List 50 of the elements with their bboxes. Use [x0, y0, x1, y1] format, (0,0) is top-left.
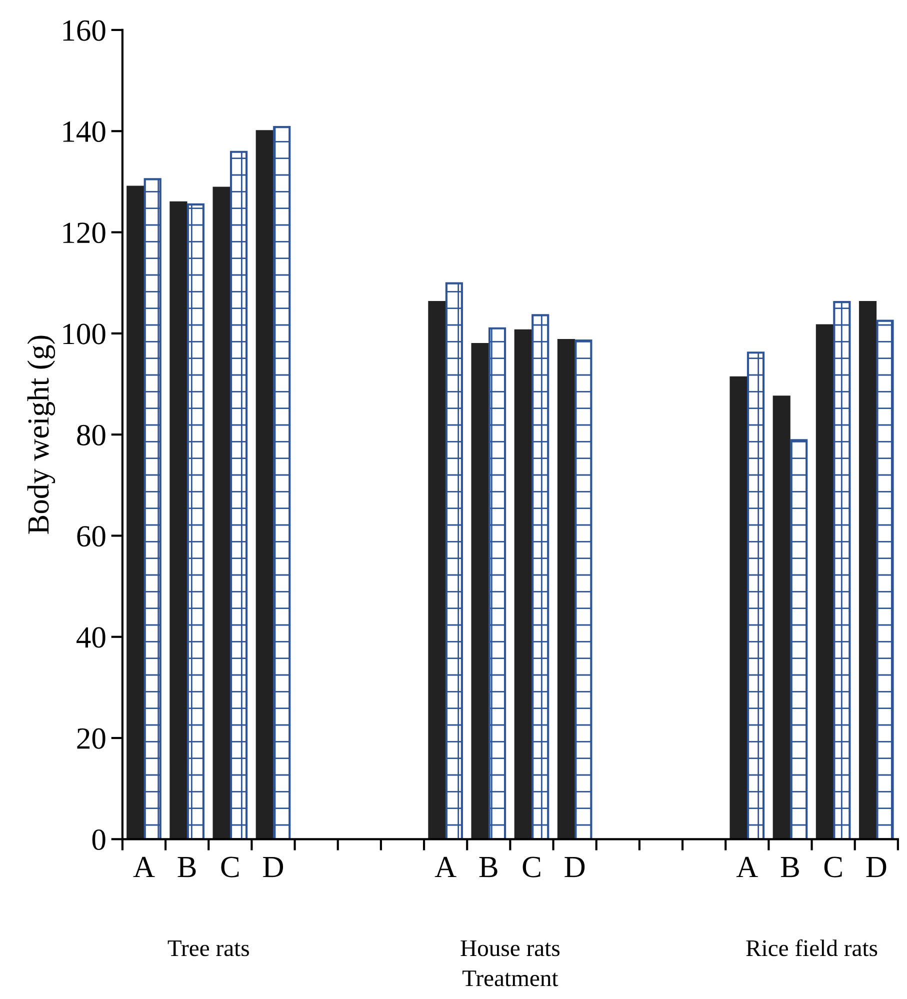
x-tick-label: C: [522, 856, 540, 878]
x-tick-label: C: [824, 856, 842, 878]
bar: [471, 342, 489, 840]
y-tick-label: 120: [63, 222, 106, 244]
text: House rats: [460, 940, 560, 956]
y-tick-label: 160: [63, 20, 106, 41]
bar: [144, 178, 162, 840]
bar: [186, 203, 204, 840]
bar: [746, 352, 765, 840]
bar: [574, 339, 592, 840]
y-axis-title: Body weight (g): [27, 336, 56, 534]
y-tick-label: 60: [77, 526, 106, 547]
y-tick-label: 0: [92, 829, 106, 850]
x-tick-label: C: [221, 856, 239, 878]
bar: [212, 186, 230, 840]
bar: [532, 314, 550, 840]
text: Tree rats: [168, 940, 249, 956]
x-tick-label: D: [866, 857, 886, 878]
bar: [730, 376, 748, 840]
y-tick-label: 40: [76, 627, 106, 648]
y-tick-label: 100: [63, 324, 106, 344]
bar: [126, 186, 144, 840]
x-axis-title: Treatment: [462, 970, 558, 986]
bar: [514, 329, 532, 840]
bar: [273, 126, 291, 840]
y-tick-label: 80: [77, 424, 106, 446]
x-tick-label: B: [479, 857, 498, 878]
bar: [876, 320, 894, 840]
bar: [858, 301, 877, 840]
bar: [833, 301, 851, 840]
bar: [230, 150, 248, 840]
bar: [256, 130, 274, 840]
bar: [816, 324, 834, 840]
bar: [488, 327, 506, 840]
text: Rice field rats: [746, 939, 878, 956]
x-tick-label: A: [736, 856, 758, 878]
bar: [557, 338, 575, 840]
x-tick-label: D: [263, 857, 284, 878]
bar: [428, 301, 446, 840]
x-tick-label: A: [133, 856, 155, 878]
y-tick-label: 20: [77, 728, 106, 749]
bar: [445, 282, 463, 840]
y-tick-label: 140: [63, 121, 106, 142]
bar: [790, 439, 808, 840]
bar: [772, 396, 790, 840]
x-tick-label: B: [178, 857, 196, 878]
bar: [170, 201, 188, 840]
x-tick-label: A: [434, 856, 456, 878]
x-tick-label: B: [780, 857, 799, 878]
x-tick-label: D: [564, 857, 585, 878]
